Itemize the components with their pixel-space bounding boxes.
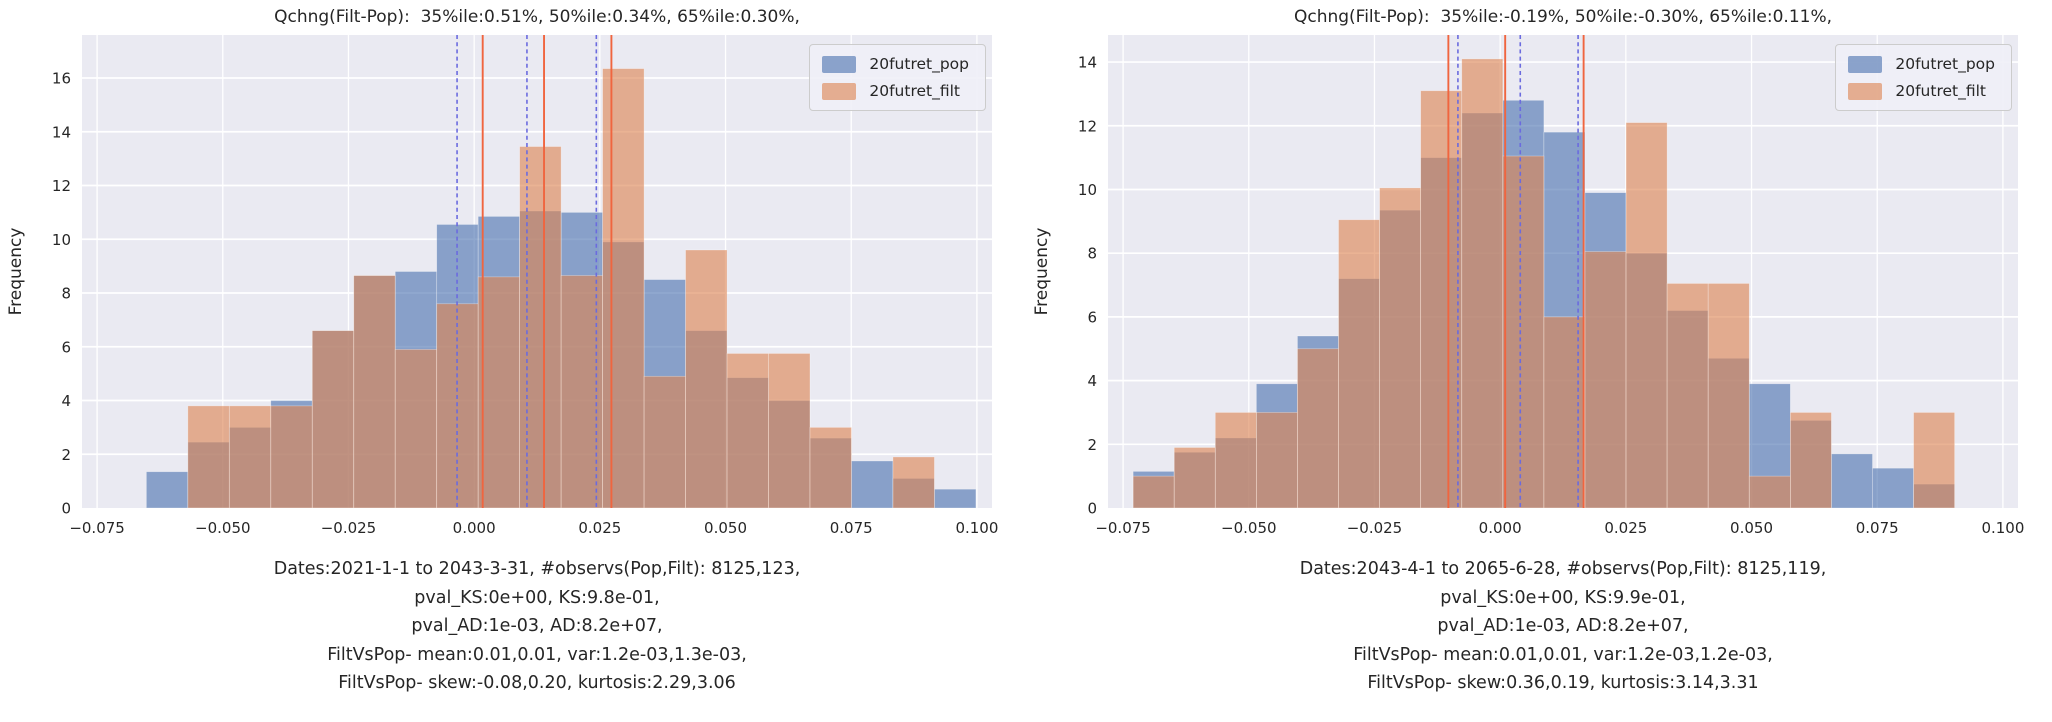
legend-label: 20futret_pop	[1895, 55, 1995, 73]
svg-text:−0.050: −0.050	[1221, 519, 1277, 537]
legend: 20futret_pop 20futret_filt	[1835, 44, 2012, 111]
svg-text:12: 12	[1078, 117, 1097, 135]
chart-panel-left: Qchng(Filt-Pop): 35%ile:0.51%, 50%ile:0.…	[6, 7, 1007, 698]
chart-title: Qchng(Filt-Pop): 35%ile:0.51%, 50%ile:0.…	[274, 7, 800, 27]
svg-text:Frequency: Frequency	[1032, 228, 1052, 316]
legend-swatch-pop-icon	[1848, 55, 1883, 73]
svg-text:0.100: 0.100	[955, 519, 998, 537]
svg-text:2: 2	[1087, 436, 1097, 454]
legend-swatch-filt-icon	[822, 82, 857, 100]
svg-text:0.000: 0.000	[1479, 519, 1522, 537]
svg-text:0.075: 0.075	[1856, 519, 1899, 537]
legend-label: 20futret_filt	[869, 82, 960, 100]
legend-swatch-filt-icon	[1848, 82, 1883, 100]
svg-text:0.075: 0.075	[830, 519, 873, 537]
histogram-plot-right: −0.075 −0.050 −0.025 0.000 0.025 0.050 0.075 0.…	[1032, 35, 2024, 537]
svg-text:4: 4	[61, 392, 71, 410]
caption-line: FiltVsPop- mean:0.01,0.01, var:1.2e-03,1…	[327, 644, 747, 665]
legend-label: 20futret_pop	[869, 55, 969, 73]
caption-line: pval_KS:0e+00, KS:9.8e-01,	[414, 587, 660, 608]
svg-text:0.025: 0.025	[578, 519, 621, 537]
svg-text:16: 16	[52, 70, 71, 88]
legend-item-filt: 20futret_filt	[1848, 82, 1995, 100]
svg-text:8: 8	[61, 285, 71, 303]
caption-line: FiltVsPop- mean:0.01,0.01, var:1.2e-03,1…	[1353, 644, 1773, 665]
svg-text:0.050: 0.050	[704, 519, 747, 537]
caption-line: FiltVsPop- skew:0.36,0.19, kurtosis:3.14…	[1367, 673, 1759, 693]
svg-text:10: 10	[52, 231, 71, 249]
svg-text:0.025: 0.025	[1604, 519, 1647, 537]
legend-item-pop: 20futret_pop	[822, 55, 969, 73]
svg-text:−0.050: −0.050	[195, 519, 251, 537]
svg-text:−0.075: −0.075	[1095, 519, 1151, 537]
legend-item-pop: 20futret_pop	[1848, 55, 1995, 73]
svg-text:10: 10	[1078, 181, 1097, 199]
caption-line: pval_AD:1e-03, AD:8.2e+07,	[411, 616, 663, 636]
svg-text:2: 2	[61, 446, 71, 464]
caption-line: Dates:2021-1-1 to 2043-3-31, #observs(Po…	[273, 559, 801, 579]
svg-text:0.000: 0.000	[453, 519, 496, 537]
svg-text:6: 6	[1087, 308, 1097, 326]
stats-caption: Dates:2043-4-1 to 2065-6-28, #observs(Po…	[1093, 555, 2033, 698]
svg-text:14: 14	[52, 123, 71, 141]
svg-text:12: 12	[52, 177, 71, 195]
chart-title: Qchng(Filt-Pop): 35%ile:-0.19%, 50%ile:-…	[1293, 7, 1833, 27]
legend: 20futret_pop 20futret_filt	[809, 44, 986, 111]
svg-text:Frequency: Frequency	[6, 228, 26, 316]
legend-label: 20futret_filt	[1895, 82, 1986, 100]
svg-text:−0.025: −0.025	[1347, 519, 1403, 537]
chart-panel-right: Qchng(Filt-Pop): 35%ile:-0.19%, 50%ile:-…	[1026, 0, 2052, 722]
svg-text:4: 4	[1087, 372, 1097, 390]
svg-text:8: 8	[1087, 245, 1097, 263]
svg-text:−0.025: −0.025	[321, 519, 377, 537]
svg-text:0.050: 0.050	[1730, 519, 1773, 537]
stats-caption: Dates:2021-1-1 to 2043-3-31, #observs(Po…	[67, 555, 1007, 698]
svg-text:0: 0	[61, 500, 71, 518]
histogram-plot-left: −0.075 −0.050 −0.025 0.000 0.025 0.050 0.075 0.…	[6, 35, 998, 537]
caption-line: Dates:2043-4-1 to 2065-6-28, #observs(Po…	[1299, 559, 1827, 579]
svg-text:0: 0	[1087, 500, 1097, 518]
svg-text:6: 6	[61, 338, 71, 356]
caption-line: pval_KS:0e+00, KS:9.9e-01,	[1440, 587, 1686, 608]
legend-item-filt: 20futret_filt	[822, 82, 969, 100]
svg-text:−0.075: −0.075	[69, 519, 125, 537]
svg-text:0.100: 0.100	[1981, 519, 2024, 537]
caption-line: pval_AD:1e-03, AD:8.2e+07,	[1437, 616, 1689, 636]
legend-swatch-pop-icon	[822, 55, 857, 73]
svg-text:14: 14	[1078, 54, 1097, 72]
caption-line: FiltVsPop- skew:-0.08,0.20, kurtosis:2.2…	[338, 673, 736, 693]
